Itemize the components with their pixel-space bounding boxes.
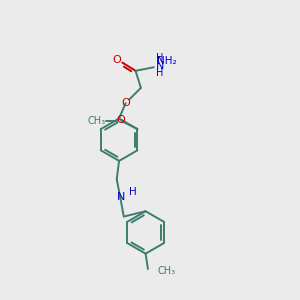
Text: O: O [122, 98, 130, 108]
Text: CH₃: CH₃ [88, 116, 106, 126]
Text: H: H [156, 53, 164, 63]
Text: NH₂: NH₂ [157, 56, 176, 66]
Text: H: H [129, 187, 136, 197]
Text: O: O [116, 115, 125, 125]
Text: O: O [112, 56, 122, 65]
Text: N: N [156, 61, 165, 71]
Text: CH₃: CH₃ [158, 266, 175, 276]
Text: H: H [156, 68, 164, 78]
Text: N: N [117, 192, 125, 203]
